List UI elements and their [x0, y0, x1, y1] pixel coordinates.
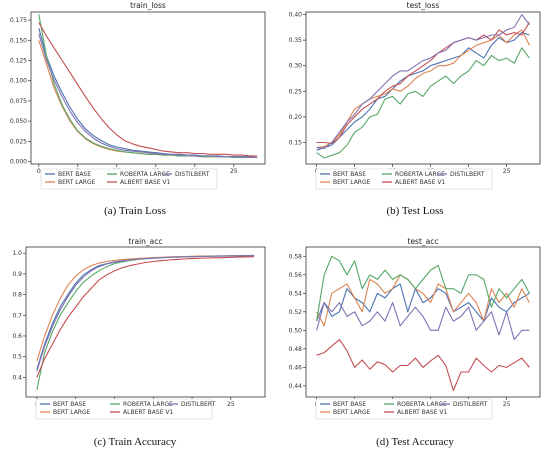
- train-acc-chart: train_acc05101520250.40.50.60.70.80.91.0…: [12, 237, 266, 420]
- legend-entry: BERT LARGE: [333, 179, 371, 186]
- caption-train-loss: (a) Train Loss: [104, 205, 166, 217]
- legend-entry: BERT BASE: [333, 401, 366, 408]
- x-tick-label: 25: [503, 401, 511, 408]
- legend-entry: ALBERT BASE V1: [395, 179, 445, 186]
- chart-title: train_loss: [130, 1, 166, 10]
- panel-test-loss: test_loss05101520250.150.200.250.300.350…: [275, 0, 550, 200]
- series-line-distilbert: [316, 14, 530, 150]
- y-tick-label: 0.7: [12, 312, 22, 319]
- legend-entry: DISTILBERT: [175, 171, 210, 178]
- plot-area: [25, 246, 266, 398]
- legend-box: [315, 168, 493, 190]
- x-tick-label: 25: [227, 401, 235, 408]
- series-line-bert-large: [316, 29, 530, 149]
- train-loss-chart: train_loss05101520250.0000.0250.0500.075…: [10, 1, 266, 190]
- legend-entry: ALBERT BASE V1: [397, 409, 447, 416]
- panel-train-loss: train_loss05101520250.0000.0250.0500.075…: [0, 0, 275, 200]
- series-line-albert-base-v1: [36, 256, 255, 378]
- series-line-albert-base-v1: [316, 339, 530, 392]
- y-tick-label: 0.000: [10, 159, 27, 166]
- series-line-albert-base-v1: [38, 22, 258, 157]
- y-tick-label: 0.8: [12, 292, 22, 299]
- y-tick-label: 0.30: [289, 63, 303, 70]
- y-tick-label: 0.075: [10, 98, 27, 105]
- test-acc-chart: test_acc05101520250.440.460.480.500.520.…: [289, 237, 541, 420]
- series-line-distilbert: [38, 33, 258, 159]
- x-tick-label: 25: [503, 168, 511, 175]
- legend-box: [40, 168, 218, 190]
- series-line-albert-base-v1: [316, 21, 530, 145]
- y-tick-label: 0.54: [289, 290, 303, 297]
- y-tick-label: 0.050: [10, 118, 27, 125]
- y-tick-label: 0.48: [289, 346, 303, 353]
- y-tick-label: 0.150: [10, 37, 27, 44]
- legend-entry: BERT LARGE: [333, 409, 371, 416]
- legend-entry: BERT BASE: [53, 401, 86, 408]
- legend-entry: DISTILBERT: [453, 401, 488, 408]
- series-line-distilbert: [316, 302, 530, 341]
- y-tick-label: 0.025: [10, 138, 27, 145]
- legend-entry: BERT LARGE: [53, 409, 91, 416]
- legend-entry: BERT LARGE: [58, 179, 96, 186]
- series-line-roberta-large: [316, 47, 530, 159]
- caption-test-loss: (b) Test Loss: [386, 205, 444, 217]
- legend-entry: DISTILBERT: [450, 171, 485, 178]
- panel-test-acc: test_acc05101520250.440.460.480.500.520.…: [275, 233, 550, 430]
- series-line-distilbert: [36, 255, 255, 372]
- legend-entry: BERT BASE: [58, 171, 91, 178]
- plot-area: [305, 11, 541, 165]
- y-tick-label: 0.25: [289, 88, 303, 95]
- y-tick-label: 0.175: [10, 17, 27, 24]
- x-tick-label: 25: [230, 168, 238, 175]
- panel-train-acc: train_acc05101520250.40.50.60.70.80.91.0…: [0, 233, 275, 430]
- y-tick-label: 0.125: [10, 58, 27, 65]
- legend-entry: DISTILBERT: [181, 401, 216, 408]
- y-tick-label: 0.40: [289, 12, 303, 19]
- chart-title: test_acc: [408, 237, 439, 246]
- y-tick-label: 0.9: [12, 271, 22, 278]
- legend-entry: ROBERTA LARGE: [123, 401, 173, 408]
- series-line-bert-large: [316, 274, 530, 327]
- y-tick-label: 1.0: [12, 250, 22, 257]
- y-tick-label: 0.35: [289, 37, 303, 44]
- y-tick-label: 0.50: [289, 327, 303, 334]
- plot-area: [305, 246, 541, 398]
- y-tick-label: 0.100: [10, 78, 27, 85]
- y-tick-label: 0.44: [289, 383, 303, 390]
- plot-area: [30, 11, 266, 165]
- y-tick-label: 0.6: [12, 333, 22, 340]
- y-tick-label: 0.15: [289, 140, 303, 147]
- y-tick-label: 0.52: [289, 309, 303, 316]
- legend-entry: ROBERTA LARGE: [120, 171, 170, 178]
- caption-train-acc: (c) Train Accuracy: [93, 436, 177, 448]
- y-tick-label: 0.20: [289, 114, 303, 121]
- y-tick-label: 0.5: [12, 354, 22, 361]
- legend-entry: BERT BASE: [333, 171, 366, 178]
- legend-entry: ROBERTA LARGE: [395, 171, 445, 178]
- test-loss-chart: test_loss05101520250.150.200.250.300.350…: [289, 1, 541, 190]
- y-tick-label: 0.4: [12, 374, 22, 381]
- x-tick-label: 0: [37, 168, 41, 175]
- legend-entry: ALBERT BASE V1: [123, 409, 173, 416]
- series-line-bert-base: [316, 31, 530, 151]
- caption-test-acc: (d) Test Accuracy: [376, 436, 454, 448]
- legend-entry: ROBERTA LARGE: [397, 401, 447, 408]
- y-tick-label: 0.46: [289, 364, 303, 371]
- chart-title: train_acc: [128, 237, 162, 246]
- legend-entry: ALBERT BASE V1: [120, 179, 170, 186]
- y-tick-label: 0.58: [289, 253, 303, 260]
- series-line-roberta-large: [316, 255, 530, 322]
- chart-title: test_loss: [407, 1, 440, 10]
- y-tick-label: 0.56: [289, 272, 303, 279]
